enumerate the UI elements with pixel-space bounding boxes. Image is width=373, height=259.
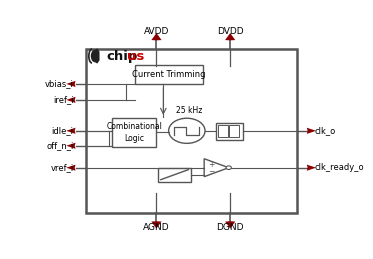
Polygon shape	[66, 81, 75, 87]
Polygon shape	[225, 33, 235, 40]
Polygon shape	[66, 143, 75, 149]
Text: +: +	[208, 160, 214, 169]
Text: iref_i: iref_i	[53, 95, 73, 104]
Text: Current Trimming: Current Trimming	[132, 70, 206, 79]
Bar	[218, 125, 228, 137]
Text: off_n_i: off_n_i	[46, 141, 73, 150]
Polygon shape	[204, 159, 229, 177]
Text: Combinational
Logic: Combinational Logic	[106, 122, 162, 143]
Polygon shape	[225, 221, 235, 228]
Text: us: us	[127, 49, 144, 62]
Bar	[107, 66, 271, 193]
Bar	[216, 123, 243, 140]
Text: vref_i: vref_i	[50, 163, 73, 172]
Polygon shape	[151, 221, 162, 228]
Polygon shape	[66, 128, 75, 134]
Text: DVDD: DVDD	[217, 27, 244, 36]
Polygon shape	[66, 165, 75, 171]
Text: AGND: AGND	[143, 222, 170, 232]
Text: vbias_i: vbias_i	[45, 80, 73, 88]
Text: 25 kHz: 25 kHz	[176, 106, 202, 115]
Bar	[229, 125, 239, 137]
Bar	[86, 49, 297, 213]
Text: −: −	[208, 167, 214, 176]
Bar	[112, 118, 157, 147]
Text: chip: chip	[107, 49, 138, 62]
Polygon shape	[151, 33, 162, 40]
Circle shape	[226, 166, 231, 169]
Bar	[158, 168, 191, 182]
Text: idle_i: idle_i	[51, 126, 73, 135]
Polygon shape	[92, 48, 100, 64]
Bar	[135, 65, 203, 84]
Text: clk_ready_o: clk_ready_o	[314, 163, 364, 172]
Polygon shape	[307, 165, 316, 171]
Text: clk_o: clk_o	[314, 126, 336, 135]
Circle shape	[169, 118, 205, 143]
Text: DGND: DGND	[216, 222, 244, 232]
Polygon shape	[66, 97, 75, 103]
Text: AVDD: AVDD	[144, 27, 169, 36]
Polygon shape	[307, 128, 316, 134]
